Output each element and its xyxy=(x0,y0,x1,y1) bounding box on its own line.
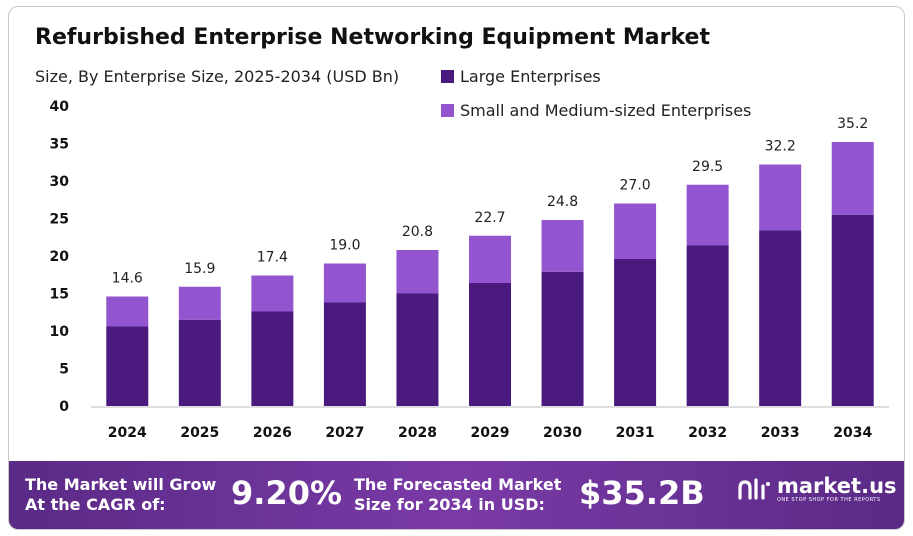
data-label-total: 27.0 xyxy=(620,178,651,194)
y-tick-label: 0 xyxy=(59,399,69,415)
bar-segment-large xyxy=(759,230,802,406)
data-label-total: 35.2 xyxy=(837,116,868,132)
bar-segment-sme xyxy=(178,286,221,320)
legend-label-sme: Small and Medium-sized Enterprises xyxy=(460,101,752,120)
legend-item-sme: Small and Medium-sized Enterprises xyxy=(441,101,751,120)
bar-segment-large xyxy=(396,293,439,406)
x-tick-label: 2028 xyxy=(398,425,437,441)
y-tick-label: 10 xyxy=(50,324,70,340)
bar-segment-sme xyxy=(686,184,729,246)
bar-segment-sme xyxy=(323,263,366,303)
x-tick-label: 2031 xyxy=(616,425,655,441)
bar-segment-sme xyxy=(251,275,294,312)
stacked-bar-chart: 051015202530354014.6202415.9202517.42026… xyxy=(50,99,889,441)
cagr-label-line2: At the CAGR of: xyxy=(25,495,166,514)
footer-banner: The Market will Grow At the CAGR of: 9.2… xyxy=(9,461,904,529)
bar-segment-sme xyxy=(831,142,874,215)
bar-segment-sme xyxy=(759,164,802,231)
x-tick-label: 2030 xyxy=(543,425,582,441)
data-label-total: 17.4 xyxy=(257,250,288,266)
brand-logo: market.us ONE STOP SHOP FOR THE REPORTS xyxy=(737,475,897,503)
data-label-total: 19.0 xyxy=(329,238,360,254)
bar-segment-large xyxy=(106,326,149,406)
data-label-total: 20.8 xyxy=(402,224,433,240)
legend-swatch-large xyxy=(441,70,454,83)
y-tick-label: 30 xyxy=(50,174,70,190)
bar-segment-large xyxy=(686,245,729,406)
forecast-label: The Forecasted Market Size for 2034 in U… xyxy=(354,475,561,515)
bar-segment-large xyxy=(831,214,874,406)
bar-segment-sme xyxy=(614,203,657,259)
x-tick-label: 2026 xyxy=(253,425,292,441)
forecast-value: $35.2B xyxy=(579,474,705,512)
legend-swatch-sme xyxy=(441,104,454,117)
data-label-total: 32.2 xyxy=(765,139,796,155)
cagr-label-line1: The Market will Grow xyxy=(25,475,217,494)
chart-subtitle: Size, By Enterprise Size, 2025-2034 (USD… xyxy=(35,67,400,86)
brand-tagline: ONE STOP SHOP FOR THE REPORTS xyxy=(777,497,881,503)
bar-segment-sme xyxy=(396,250,439,294)
x-tick-label: 2029 xyxy=(471,425,510,441)
data-label-total: 14.6 xyxy=(112,271,143,287)
brand-name: market.us xyxy=(777,474,897,498)
y-tick-label: 5 xyxy=(59,362,69,378)
bar-segment-sme xyxy=(541,220,584,272)
y-tick-label: 20 xyxy=(50,249,70,265)
chart-card: Refurbished Enterprise Networking Equipm… xyxy=(8,6,905,530)
bar-segment-large xyxy=(541,271,584,406)
marketus-logo-icon xyxy=(738,478,770,500)
bar-segment-large xyxy=(614,259,657,406)
forecast-label-line1: The Forecasted Market xyxy=(354,475,562,494)
legend-item-large: Large Enterprises xyxy=(441,67,601,86)
x-tick-label: 2027 xyxy=(325,425,364,441)
bar-segment-large xyxy=(323,302,366,406)
x-tick-label: 2034 xyxy=(833,425,872,441)
chart-title: Refurbished Enterprise Networking Equipm… xyxy=(35,25,710,50)
y-tick-label: 35 xyxy=(50,137,69,153)
data-label-total: 22.7 xyxy=(474,210,505,226)
x-tick-label: 2025 xyxy=(180,425,219,441)
cagr-label: The Market will Grow At the CAGR of: xyxy=(25,475,216,515)
x-tick-label: 2032 xyxy=(688,425,727,441)
cagr-value: 9.20% xyxy=(231,474,343,512)
x-tick-label: 2033 xyxy=(761,425,800,441)
data-label-total: 29.5 xyxy=(692,159,723,175)
x-tick-label: 2024 xyxy=(108,425,147,441)
bar-segment-large xyxy=(178,319,221,406)
y-tick-label: 25 xyxy=(50,212,69,228)
bar-segment-large xyxy=(469,283,511,406)
bar-segment-sme xyxy=(106,296,149,327)
y-tick-label: 15 xyxy=(50,287,69,303)
bar-segment-sme xyxy=(469,235,511,283)
bar-segment-large xyxy=(251,311,294,406)
data-label-total: 24.8 xyxy=(547,194,578,210)
forecast-label-line2: Size for 2034 in USD: xyxy=(354,495,545,514)
legend-label-large: Large Enterprises xyxy=(460,67,601,86)
data-label-total: 15.9 xyxy=(184,261,215,277)
y-tick-label: 40 xyxy=(50,99,70,115)
